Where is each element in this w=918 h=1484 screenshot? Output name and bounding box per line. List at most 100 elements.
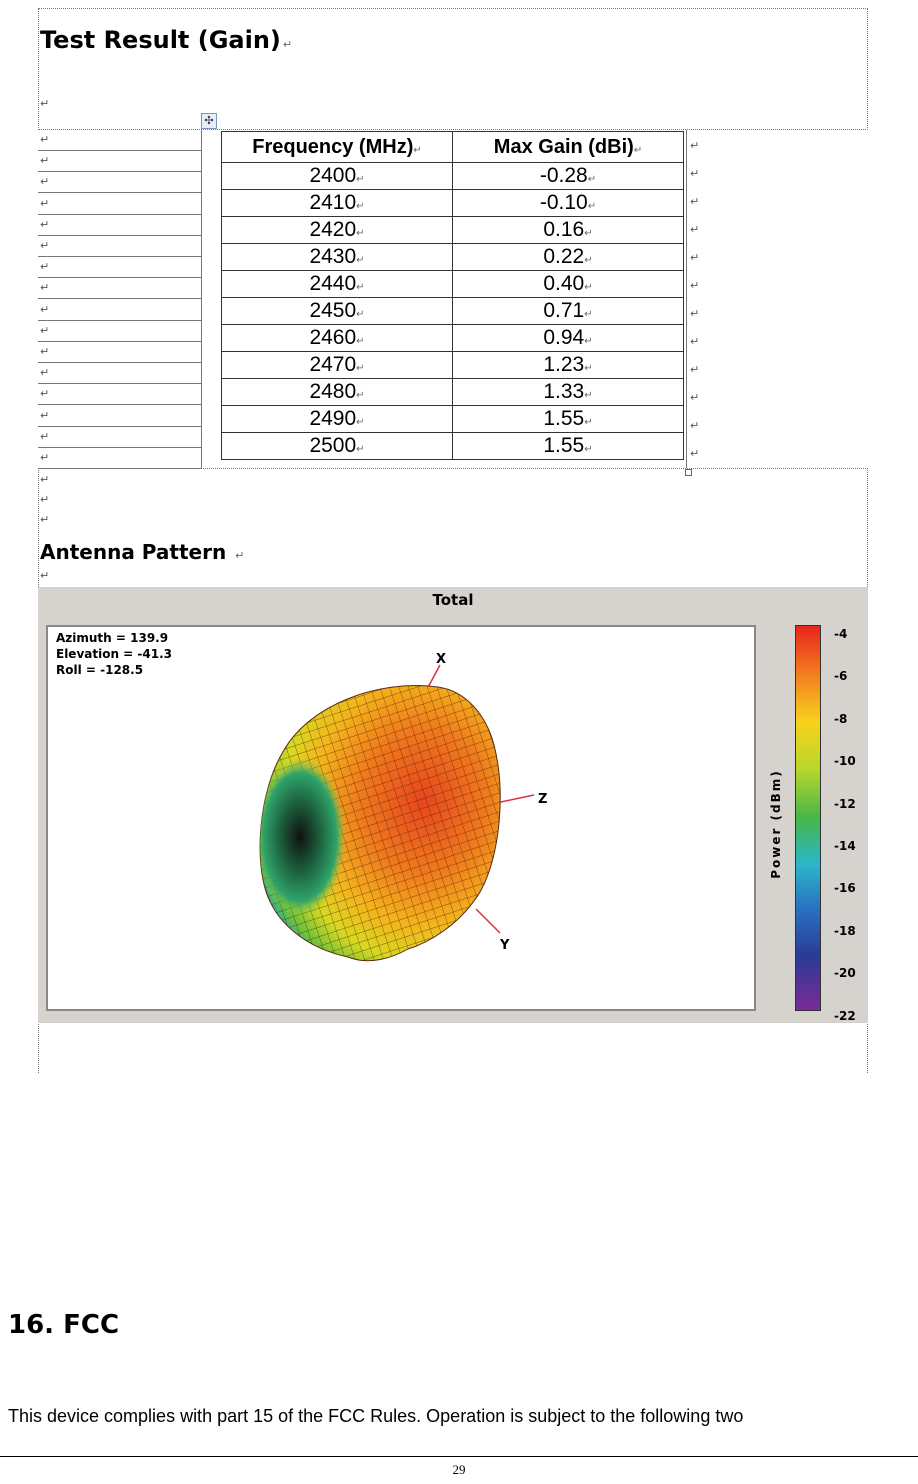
roll-readout: Roll = -128.5	[56, 663, 144, 677]
marker-line	[38, 319, 201, 321]
row-end-mark: ↵	[690, 279, 700, 292]
paragraph-mark: ↵	[40, 154, 50, 168]
frequency-cell: 2450↵	[221, 297, 453, 325]
frequency-cell: 2480↵	[221, 378, 453, 406]
paragraph-mark: ↵	[40, 239, 50, 252]
table-right-edge	[686, 130, 687, 468]
paragraph-mark: ↵	[40, 133, 50, 146]
table-move-handle[interactable]: ✣	[201, 113, 217, 129]
x-axis-label: X	[436, 652, 446, 667]
paragraph-mark: ↵	[40, 281, 50, 295]
colorbar-tick: -22	[834, 1008, 856, 1023]
table-row: 2450↵ 0.71↵	[221, 297, 684, 325]
paragraph-mark: ↵	[40, 366, 50, 380]
marker-line	[38, 340, 201, 342]
paragraph-mark: ↵	[40, 196, 50, 210]
colorbar-tick: -14	[834, 839, 856, 853]
row-end-mark: ↵	[690, 447, 700, 460]
marker-line	[38, 192, 201, 194]
gain-cell: 0.71↵	[452, 297, 684, 325]
z-axis-label: Z	[538, 792, 547, 807]
row-end-mark: ↵	[690, 139, 700, 152]
marker-line	[38, 446, 201, 448]
gain-cell: 0.22↵	[452, 243, 684, 271]
paragraph-mark: ↵	[40, 345, 50, 358]
y-axis-label: Y	[499, 938, 510, 953]
frequency-cell: 2430↵	[221, 243, 453, 271]
colorbar-tick: -12	[834, 796, 856, 811]
colorbar-tick: -4	[834, 627, 848, 641]
paragraph-mark: ↵	[40, 175, 50, 189]
z-axis-line	[495, 794, 535, 804]
table-resize-handle[interactable]	[685, 469, 692, 476]
paragraph-mark: ↵	[235, 549, 245, 562]
gain-cell: 1.55↵	[452, 405, 684, 433]
marker-line	[38, 234, 201, 236]
row-end-mark: ↵	[690, 335, 700, 348]
frequency-cell: 2410↵	[221, 189, 453, 217]
fcc-heading: 16. FCC	[8, 1310, 120, 1340]
table-left-edge	[201, 130, 202, 468]
pattern-null-core	[260, 757, 346, 917]
gain-cell: 0.94↵	[452, 324, 684, 352]
table-row: 2460↵ 0.94↵	[221, 324, 684, 352]
gain-cell: 1.55↵	[452, 432, 684, 460]
table-header-row: Frequency (MHz)↵ Max Gain (dBi)↵	[221, 131, 684, 163]
marker-line	[38, 213, 201, 215]
paragraph-mark: ↵	[40, 473, 50, 486]
frequency-cell: 2470↵	[221, 351, 453, 379]
table-row: 2500↵ 1.55↵	[221, 432, 684, 460]
marker-line	[38, 383, 201, 385]
frequency-cell: 2490↵	[221, 405, 453, 433]
frequency-cell: 2440↵	[221, 270, 453, 298]
colorbar-tick: -20	[834, 966, 856, 981]
paragraph-mark: ↵	[40, 451, 50, 464]
elevation-readout: Elevation = -41.3	[56, 647, 173, 661]
row-end-mark: ↵	[690, 391, 700, 404]
frequency-cell: 2460↵	[221, 324, 453, 352]
colorbar-tick: -16	[834, 881, 856, 896]
marker-line	[38, 277, 201, 279]
table-row: 2470↵ 1.23↵	[221, 351, 684, 379]
colorbar-tick: -6	[834, 669, 848, 684]
marker-line	[38, 298, 201, 300]
azimuth-readout: Azimuth = 139.9	[56, 631, 169, 645]
table-row: 2420↵ 0.16↵	[221, 216, 684, 244]
header-frequency: Frequency (MHz)↵	[221, 131, 453, 163]
paragraph-mark: ↵	[40, 260, 50, 274]
row-end-mark: ↵	[690, 363, 700, 376]
gain-title-text: Test Result (Gain)	[40, 26, 281, 54]
row-end-mark: ↵	[690, 307, 700, 320]
footer-rule	[0, 1456, 918, 1457]
frequency-cell: 2500↵	[221, 432, 453, 460]
table-row: 2400↵ -0.28↵	[221, 162, 684, 190]
gain-cell: -0.28↵	[452, 162, 684, 190]
table-row: 2490↵ 1.55↵	[221, 405, 684, 433]
gain-section-box	[38, 8, 868, 130]
row-end-mark: ↵	[690, 251, 700, 264]
plot-area: Azimuth = 139.9 Elevation = -41.3 Roll =…	[46, 625, 756, 1011]
gain-cell: 0.16↵	[452, 216, 684, 244]
paragraph-mark: ↵	[40, 97, 50, 110]
paragraph-mark: ↵	[282, 38, 293, 51]
paragraph-mark: ↵	[40, 513, 50, 526]
paragraph-mark: ↵	[40, 302, 50, 316]
gain-cell: 0.40↵	[452, 270, 684, 298]
antenna-pattern-figure: Total Azimuth = 139.9 Elevation = -41.3 …	[38, 587, 868, 1023]
gain-cell: -0.10↵	[452, 189, 684, 217]
table-row: 2410↵ -0.10↵	[221, 189, 684, 217]
frequency-cell: 2420↵	[221, 216, 453, 244]
y-axis-line	[475, 908, 501, 934]
marker-line	[38, 425, 201, 427]
table-row: 2430↵ 0.22↵	[221, 243, 684, 271]
radiation-pattern-3d: X Z Y	[259, 652, 547, 962]
frequency-cell: 2400↵	[221, 162, 453, 190]
colorbar	[795, 625, 821, 1011]
pattern-title-text: Antenna Pattern	[40, 540, 227, 564]
table-row: 2480↵ 1.33↵	[221, 378, 684, 406]
figure-title: Total	[432, 591, 474, 609]
row-end-mark: ↵	[690, 167, 700, 180]
row-end-mark: ↵	[690, 419, 700, 432]
colorbar-label: Power (dBm)	[769, 769, 783, 879]
paragraph-mark: ↵	[40, 408, 50, 422]
